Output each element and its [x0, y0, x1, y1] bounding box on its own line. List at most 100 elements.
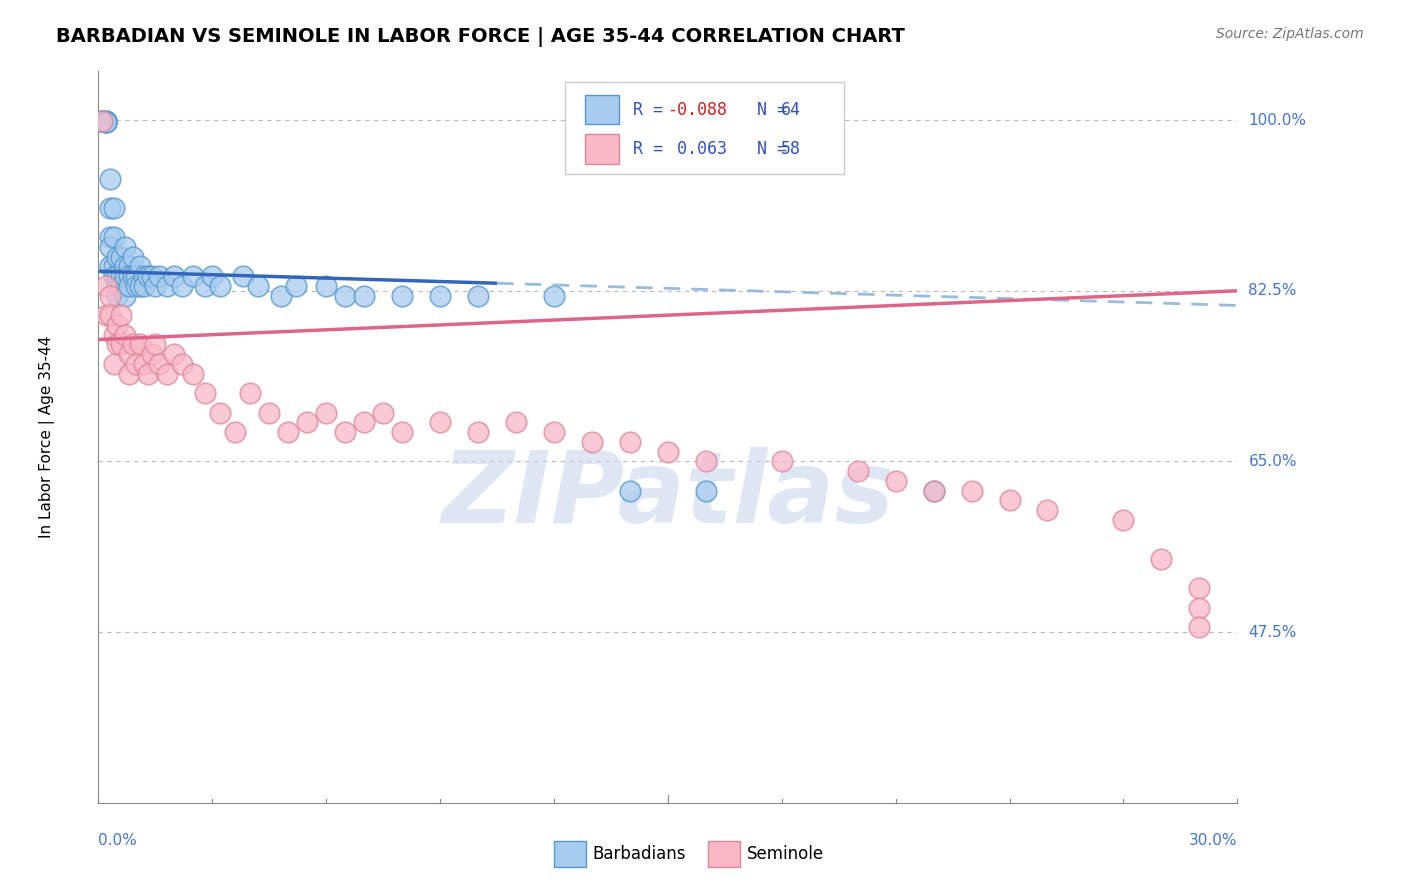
Point: [91, 114, 114, 128]
Point: [107, 269, 129, 284]
Point: [1188, 620, 1211, 634]
Point: [619, 434, 641, 449]
Point: [208, 279, 231, 293]
Point: [98, 308, 121, 322]
Point: [125, 279, 148, 293]
Point: [1188, 600, 1211, 615]
Point: [118, 367, 141, 381]
Text: R =: R =: [633, 101, 672, 119]
Point: [145, 337, 167, 351]
Point: [136, 269, 159, 284]
Point: [201, 269, 224, 284]
Point: [239, 386, 262, 401]
Point: [129, 279, 152, 293]
Point: [107, 318, 129, 332]
Point: [98, 230, 121, 244]
Text: BARBADIAN VS SEMINOLE IN LABOR FORCE | AGE 35-44 CORRELATION CHART: BARBADIAN VS SEMINOLE IN LABOR FORCE | A…: [56, 27, 905, 46]
Point: [695, 483, 717, 498]
Point: [118, 260, 141, 274]
Point: [148, 269, 170, 284]
Point: [1188, 581, 1211, 595]
Point: [183, 269, 205, 284]
Point: [543, 425, 565, 440]
Point: [315, 406, 337, 420]
Point: [259, 406, 281, 420]
Point: [429, 288, 451, 302]
Text: N =: N =: [727, 140, 797, 158]
Point: [91, 114, 114, 128]
Point: [156, 279, 179, 293]
Point: [114, 288, 136, 302]
Point: [619, 483, 641, 498]
Point: [315, 279, 337, 293]
Point: [103, 327, 125, 342]
Point: [232, 269, 254, 284]
Point: [114, 240, 136, 254]
Text: 64: 64: [780, 101, 800, 119]
Point: [98, 240, 121, 254]
Point: [118, 347, 141, 361]
Point: [121, 337, 143, 351]
Point: [91, 114, 114, 128]
FancyBboxPatch shape: [565, 82, 845, 174]
Point: [183, 367, 205, 381]
Point: [543, 288, 565, 302]
Text: ZIPatlas: ZIPatlas: [441, 447, 894, 544]
Text: 65.0%: 65.0%: [1249, 454, 1296, 469]
Point: [141, 269, 163, 284]
Point: [107, 337, 129, 351]
Point: [391, 288, 413, 302]
Point: [114, 260, 136, 274]
Point: [94, 308, 117, 322]
Text: R =: R =: [633, 140, 672, 158]
Point: [170, 279, 193, 293]
Point: [270, 288, 292, 302]
Point: [505, 416, 527, 430]
Text: 58: 58: [780, 140, 800, 158]
Point: [297, 416, 319, 430]
Point: [170, 357, 193, 371]
Point: [353, 416, 375, 430]
Point: [136, 367, 159, 381]
Point: [118, 269, 141, 284]
Point: [103, 269, 125, 284]
Point: [194, 386, 217, 401]
Point: [998, 493, 1021, 508]
Point: [770, 454, 793, 468]
Text: 0.0%: 0.0%: [98, 833, 138, 848]
Point: [922, 483, 945, 498]
Point: [371, 406, 394, 420]
Text: 82.5%: 82.5%: [1249, 284, 1296, 298]
FancyBboxPatch shape: [585, 135, 619, 164]
Point: [121, 250, 143, 264]
Point: [103, 230, 125, 244]
Point: [335, 425, 357, 440]
Point: [94, 115, 117, 129]
Point: [118, 279, 141, 293]
Point: [467, 288, 489, 302]
Point: [335, 288, 357, 302]
Point: [129, 337, 152, 351]
Text: 47.5%: 47.5%: [1249, 624, 1296, 640]
Point: [94, 115, 117, 129]
Point: [224, 425, 246, 440]
Point: [103, 201, 125, 215]
Point: [114, 327, 136, 342]
Point: [114, 269, 136, 284]
Point: [98, 171, 121, 186]
Point: [110, 279, 132, 293]
Point: [94, 279, 117, 293]
Point: [132, 357, 155, 371]
Point: [103, 357, 125, 371]
Point: [284, 279, 307, 293]
Point: [98, 288, 121, 302]
Point: [107, 288, 129, 302]
Point: [846, 464, 869, 478]
Point: [91, 114, 114, 128]
Point: [121, 269, 143, 284]
Point: [110, 308, 132, 322]
Text: Seminole: Seminole: [747, 845, 824, 863]
Point: [132, 279, 155, 293]
Point: [208, 406, 231, 420]
Point: [277, 425, 299, 440]
